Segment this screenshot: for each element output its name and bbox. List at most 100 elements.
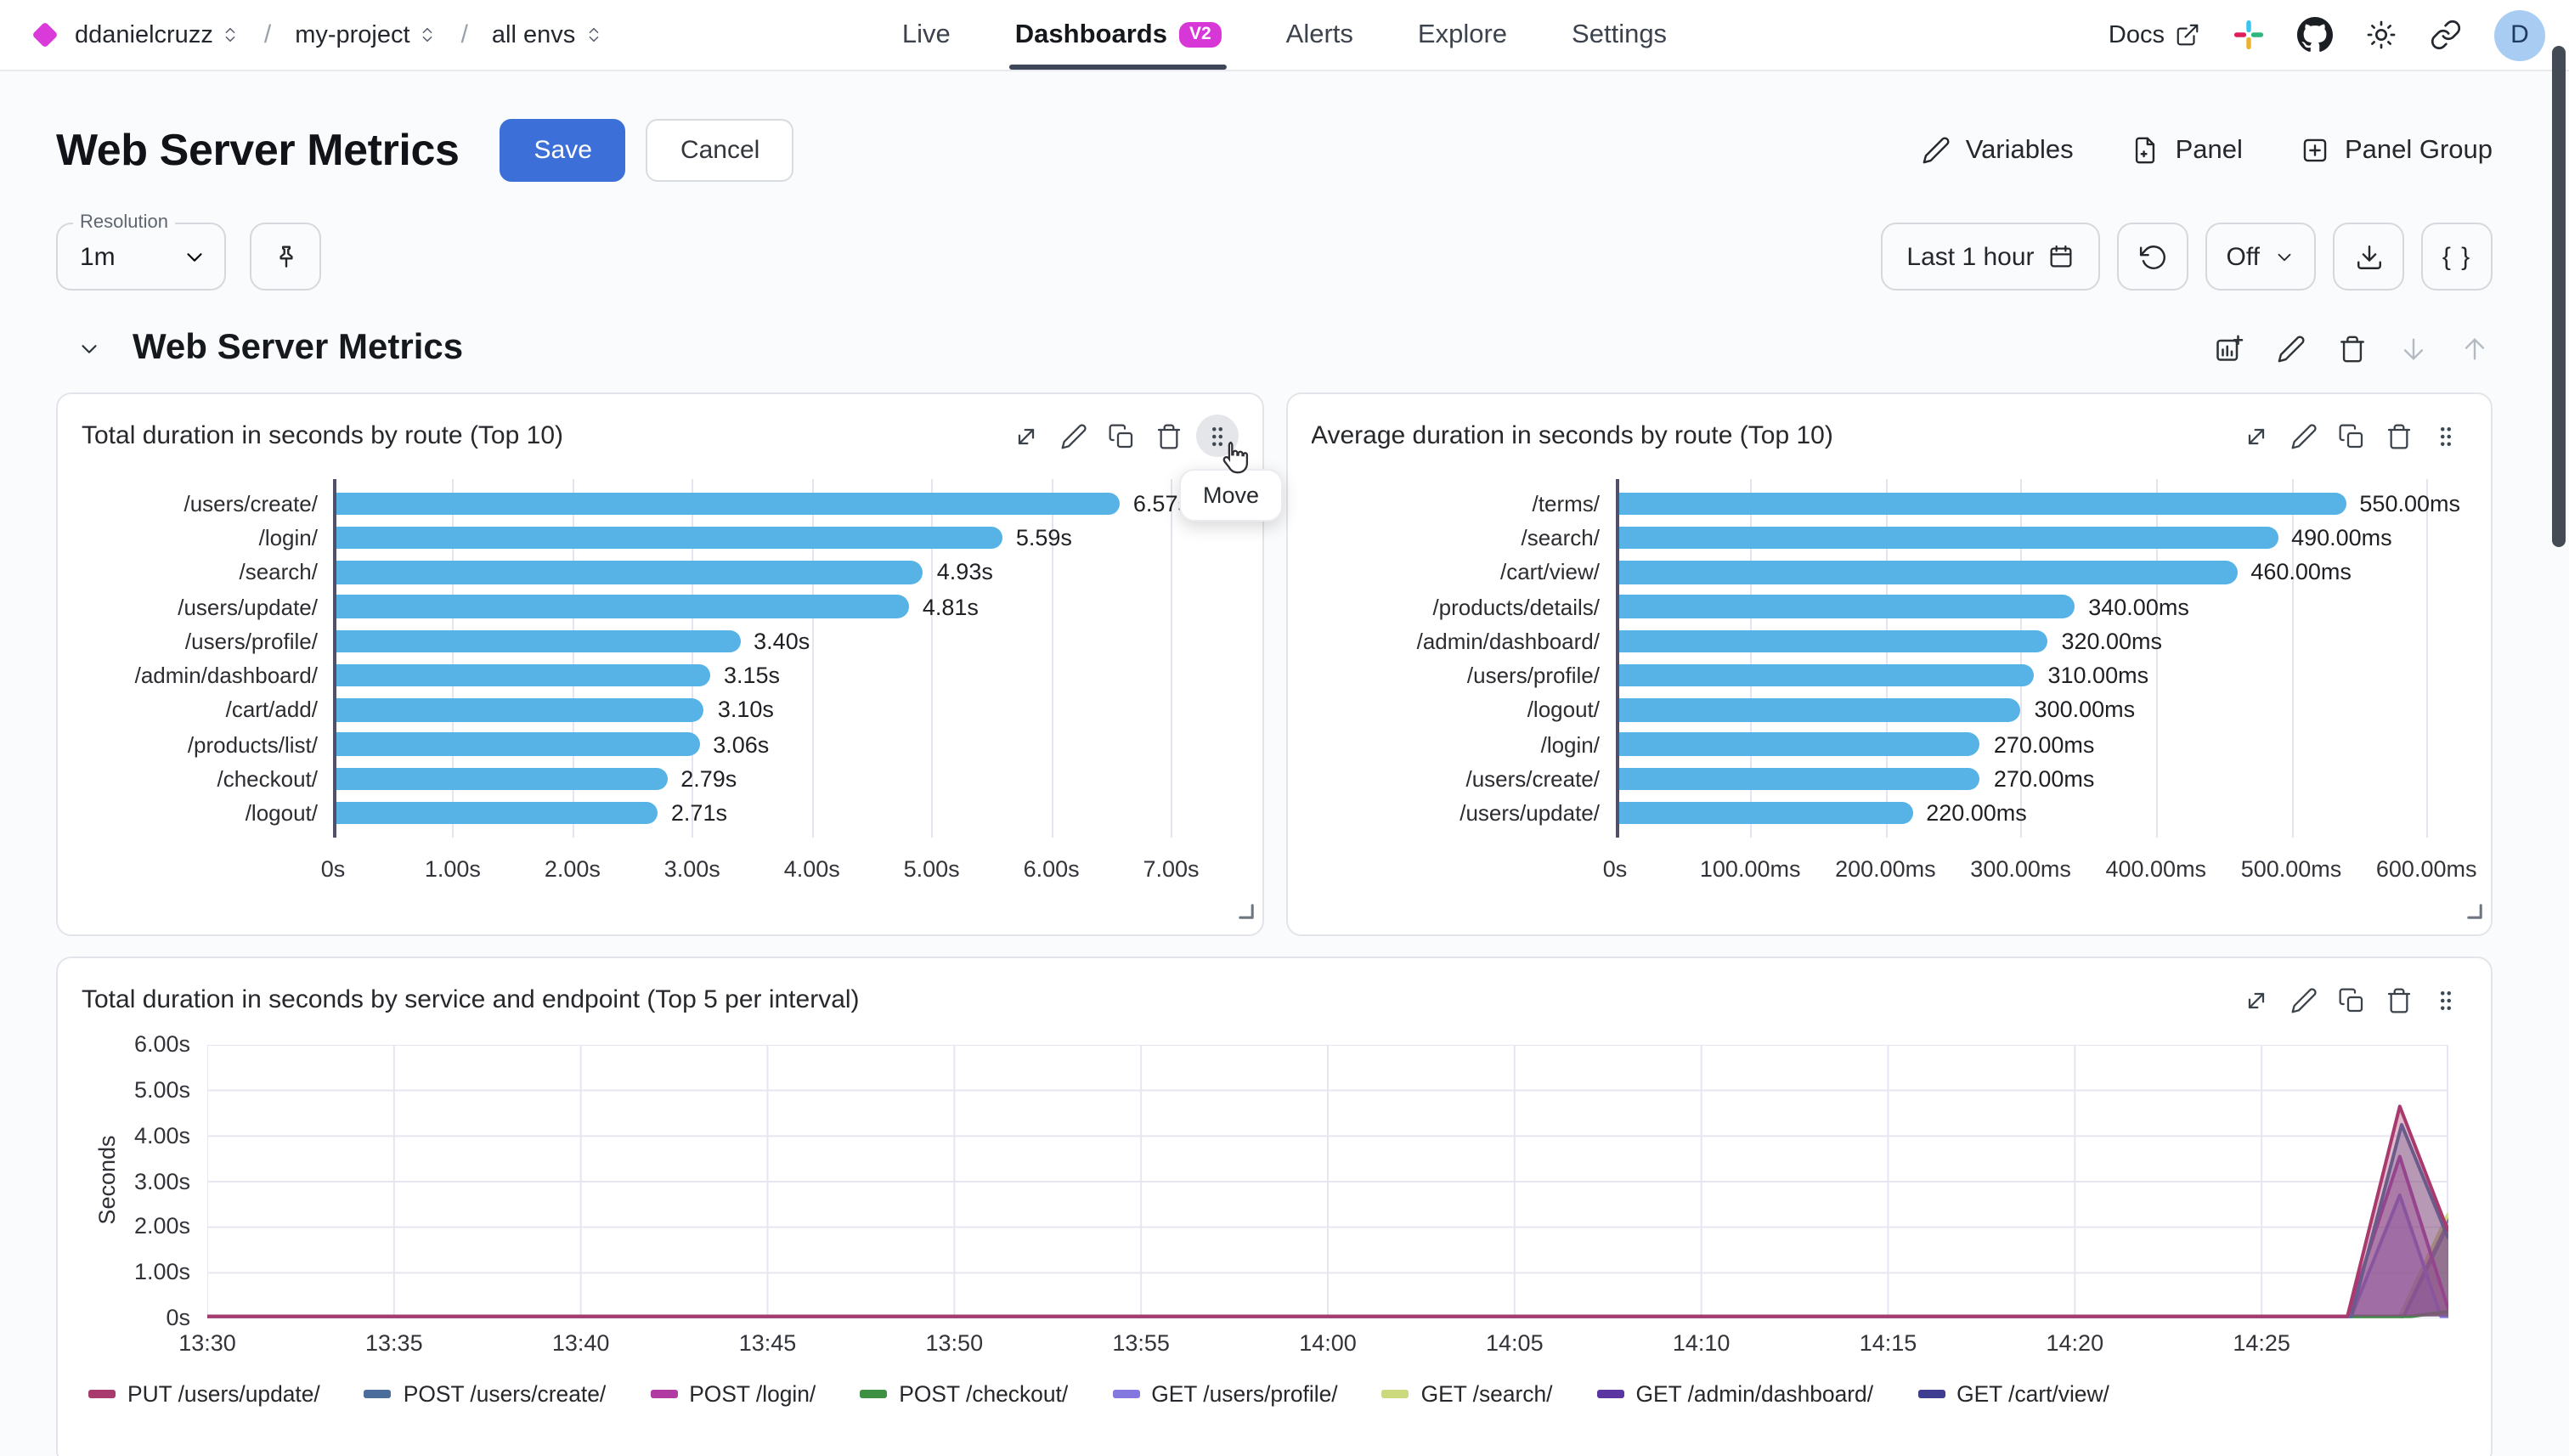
x-axis-tick-label: 13:55	[1112, 1330, 1170, 1356]
add-panel-to-group-button[interactable]	[2210, 330, 2248, 367]
expand-panel-button[interactable]	[1005, 415, 1047, 457]
drag-handle[interactable]	[2425, 415, 2467, 457]
bar-row: 320.00ms	[1615, 625, 2460, 657]
edit-group-button[interactable]	[2273, 330, 2309, 366]
legend-item[interactable]: GET /cart/view/	[1917, 1381, 2109, 1407]
refresh-interval-select[interactable]: Off	[2205, 223, 2316, 291]
collapse-chevron-icon[interactable]	[76, 336, 102, 361]
copy-icon	[1109, 423, 1133, 448]
bar[interactable]	[1615, 561, 2238, 584]
legend-item[interactable]: GET /users/profile/	[1112, 1381, 1338, 1407]
bar-value-label: 4.81s	[922, 594, 979, 620]
edit-panel-button[interactable]	[2282, 415, 2324, 457]
bar[interactable]	[1615, 698, 2021, 722]
tab-live[interactable]: Live	[902, 0, 951, 70]
bar-gridline	[1171, 479, 1173, 838]
unfold-icon	[226, 27, 236, 42]
cancel-button[interactable]: Cancel	[646, 119, 794, 182]
add-panel-group-button[interactable]: Panel Group	[2301, 135, 2493, 166]
scrollbar-thumb[interactable]	[2552, 46, 2566, 547]
bar[interactable]	[1615, 801, 1913, 825]
theme-icon[interactable]	[2365, 19, 2397, 51]
legend-item[interactable]: POST /users/create/	[364, 1381, 606, 1407]
delete-panel-button[interactable]	[2377, 415, 2419, 457]
docs-link[interactable]: Docs	[2109, 21, 2200, 48]
timeseries-plot-area[interactable]	[206, 1044, 2450, 1319]
duplicate-panel-button[interactable]	[2329, 415, 2372, 457]
move-group-up-button[interactable]	[2457, 330, 2493, 366]
bar[interactable]	[333, 732, 700, 756]
slack-icon[interactable]	[2233, 19, 2265, 51]
drag-handle-icon	[2441, 990, 2451, 1009]
drag-handle[interactable]	[1195, 415, 1248, 474]
legend-item[interactable]: POST /checkout/	[860, 1381, 1068, 1407]
breadcrumb-env-selector[interactable]: all envs	[492, 21, 602, 48]
delete-panel-button[interactable]	[2377, 979, 2419, 1021]
bar[interactable]	[333, 767, 668, 790]
bar[interactable]	[333, 698, 704, 722]
tab-alerts[interactable]: Alerts	[1286, 0, 1353, 70]
bar[interactable]	[1615, 732, 1980, 756]
tab-explore[interactable]: Explore	[1418, 0, 1507, 70]
pin-button[interactable]	[250, 223, 321, 291]
variables-button[interactable]: Variables	[1922, 135, 2074, 166]
panel-header: Total duration in seconds by service and…	[58, 958, 2491, 1028]
breadcrumb-project-selector[interactable]: my-project	[295, 21, 437, 48]
bar[interactable]	[1615, 492, 2346, 516]
bar[interactable]	[1615, 663, 2035, 687]
bar[interactable]	[1615, 629, 2048, 653]
resolution-select[interactable]: Resolution 1m	[56, 212, 226, 291]
bar-row: 2.79s	[333, 763, 1231, 795]
add-panel-button[interactable]: Panel	[2131, 135, 2243, 166]
legend-item[interactable]: GET /search/	[1381, 1381, 1553, 1407]
panel-timeseries: Total duration in seconds by service and…	[56, 957, 2493, 1456]
bar[interactable]	[333, 561, 923, 584]
download-button[interactable]	[2333, 223, 2404, 291]
bar-category-label: /admin/dashboard/	[1416, 628, 1600, 654]
bar[interactable]	[1615, 595, 2075, 618]
legend-item[interactable]: POST /login/	[650, 1381, 816, 1407]
avatar[interactable]: D	[2494, 9, 2545, 60]
bar-category-label: /users/create/	[184, 491, 318, 516]
save-button[interactable]: Save	[500, 119, 626, 182]
y-axis-tick-label: 3.00s	[133, 1168, 190, 1194]
resize-handle-icon[interactable]	[1238, 897, 1253, 928]
bar[interactable]	[1615, 526, 2278, 550]
refresh-interval-value: Off	[2226, 242, 2260, 271]
bar-value-label: 5.59s	[1015, 525, 1072, 551]
delete-group-button[interactable]	[2335, 330, 2370, 366]
legend-item[interactable]: PUT /users/update/	[88, 1381, 320, 1407]
bar[interactable]	[333, 629, 741, 653]
move-tooltip: Move	[1179, 469, 1284, 522]
bar-chart-average-duration: /terms/ /search/ /cart/view/ /products/deta…	[1287, 464, 2491, 890]
bar[interactable]	[1615, 767, 1980, 790]
duplicate-panel-button[interactable]	[1100, 415, 1143, 457]
move-group-down-button[interactable]	[2396, 330, 2431, 366]
github-icon[interactable]	[2297, 17, 2333, 53]
share-link-icon[interactable]	[2430, 19, 2462, 51]
time-range-button[interactable]: Last 1 hour	[1881, 223, 2101, 291]
delete-panel-button[interactable]	[1148, 415, 1190, 457]
edit-panel-button[interactable]	[1053, 415, 1095, 457]
bar[interactable]	[333, 801, 658, 825]
bar[interactable]	[333, 595, 909, 618]
expand-panel-button[interactable]	[2234, 415, 2277, 457]
edit-panel-button[interactable]	[2282, 979, 2324, 1021]
tab-dashboards[interactable]: Dashboards V2	[1009, 0, 1228, 70]
duplicate-panel-button[interactable]	[2329, 979, 2372, 1021]
legend-item[interactable]: GET /admin/dashboard/	[1596, 1381, 1873, 1407]
bar[interactable]	[333, 492, 1120, 516]
tab-settings[interactable]: Settings	[1572, 0, 1667, 70]
breadcrumb-org-selector[interactable]: ddanielcruzz	[75, 21, 240, 48]
panel-header: Average duration in seconds by route (To…	[1287, 394, 2491, 464]
refresh-button[interactable]	[2117, 223, 2189, 291]
bar[interactable]	[333, 663, 710, 687]
resize-handle-icon[interactable]	[2467, 897, 2482, 928]
bar-row: 4.93s	[333, 556, 1231, 589]
json-button[interactable]: { }	[2421, 223, 2493, 291]
drag-handle[interactable]	[2425, 979, 2467, 1021]
bar-category-label: /users/create/	[1465, 765, 1600, 792]
legend-swatch	[860, 1389, 888, 1399]
expand-panel-button[interactable]	[2234, 979, 2277, 1021]
bar[interactable]	[333, 526, 1002, 550]
